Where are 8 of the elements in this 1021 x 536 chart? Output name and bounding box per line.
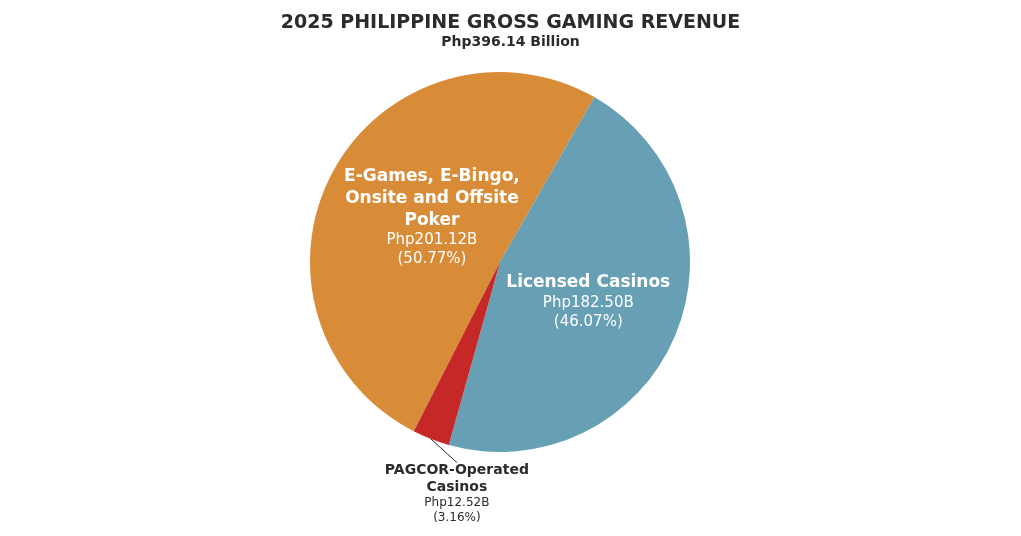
slice-label: PAGCOR-Operated Casinos <box>384 461 529 495</box>
chart-title: 2025 PHILIPPINE GROSS GAMING REVENUE <box>280 9 741 32</box>
data-label: Php201.12B (50.77%) <box>386 230 478 268</box>
chart-subtitle: Php396.14 Billion <box>441 33 580 49</box>
data-label: Php12.52B (3.16%) <box>424 495 490 525</box>
slice-label: Licensed Casinos <box>506 271 671 292</box>
slice-label: E-Games, E-Bingo, Onsite and Offsite Poker <box>344 164 520 229</box>
data-label: Php182.50B (46.07%) <box>542 292 634 330</box>
